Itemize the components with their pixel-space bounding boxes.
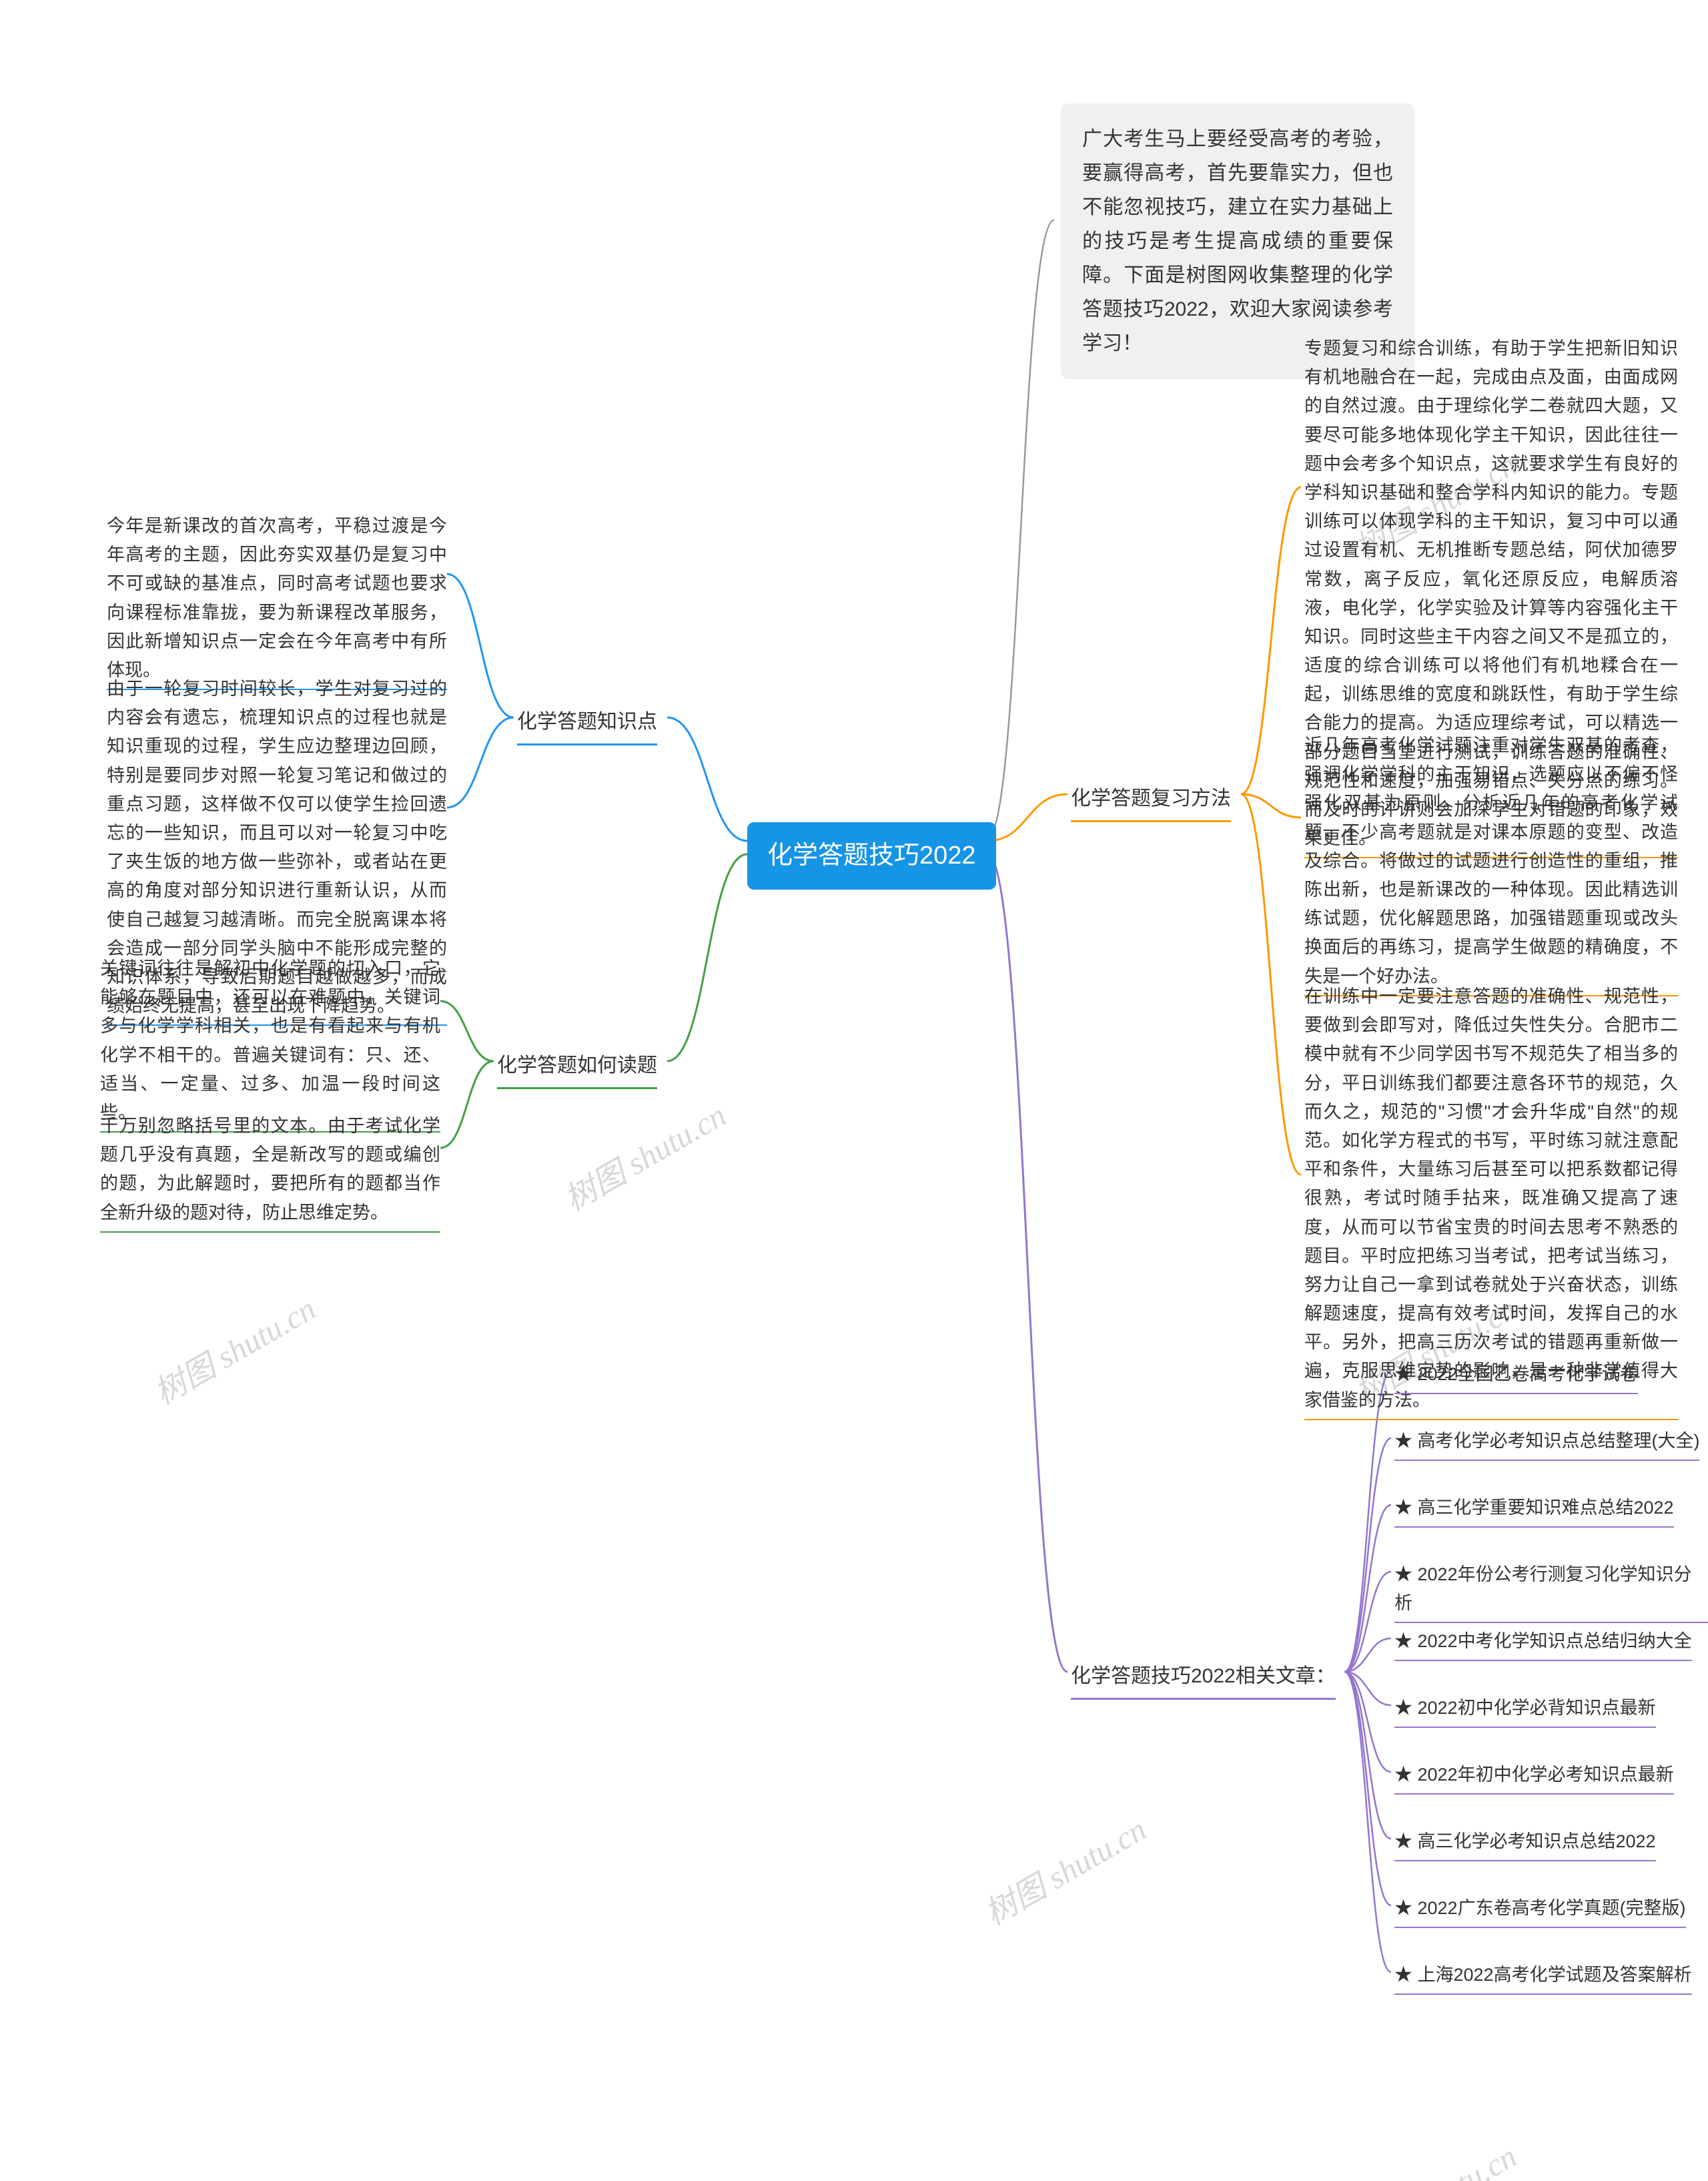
watermark: 树图 shutu.cn xyxy=(144,1283,323,1413)
link-item[interactable]: ★ 高三化学重要知识难点总结2022 xyxy=(1394,1490,1674,1528)
leaf-left-2-2: 千万别忽略括号里的文本。由于考试化学题几乎没有真题，全是新改写的题或编创的题，为… xyxy=(100,1108,440,1233)
link-item[interactable]: ★ 2022广东卷高考化学真题(完整版) xyxy=(1394,1890,1686,1928)
branch-left-1[interactable]: 化学答题知识点 xyxy=(517,701,657,745)
link-item[interactable]: ★ 2022年初中化学必考知识点最新 xyxy=(1394,1757,1674,1795)
link-item[interactable]: ★ 2022年份公考行测复习化学知识分析 xyxy=(1394,1556,1708,1623)
mindmap-canvas: 树图 shutu.cn 树图 shutu.cn 树图 shutu.cn 树图 s… xyxy=(0,0,1708,2181)
leaf-left-1-1: 今年是新课改的首次高考，平稳过渡是今年高考的主题，因此夯实双基仍是复习中不可或缺… xyxy=(107,508,447,690)
link-item[interactable]: ★ 2022初中化学必背知识点最新 xyxy=(1394,1690,1656,1728)
leaf-right-1-3: 在训练中一定要注意答题的准确性、规范性，要做到会即写对，降低过失性失分。合肥市二… xyxy=(1304,978,1678,1420)
center-node[interactable]: 化学答题技巧2022 xyxy=(747,822,996,890)
watermark: 树图 shutu.cn xyxy=(554,1089,733,1219)
watermark: 树图 shutu.cn xyxy=(1345,2130,1524,2181)
leaf-left-2-1: 关键词往往是解初中化学题的切入口，它能够在题目中，还可以在难题中。关键词多与化学… xyxy=(100,950,440,1133)
leaf-right-1-2: 近几年高考化学试题注重对学生双基的考查，强调化学学科的主干知识，选题应以不偏不怪… xyxy=(1304,727,1678,996)
link-item[interactable]: ★ 高考化学必考知识点总结整理(大全) xyxy=(1394,1423,1699,1461)
watermark: 树图 shutu.cn xyxy=(975,1803,1154,1933)
link-item[interactable]: ★ 2022中考化学知识点总结归纳大全 xyxy=(1394,1623,1692,1661)
branch-right-1[interactable]: 化学答题复习方法 xyxy=(1071,777,1231,822)
branch-right-2[interactable]: 化学答题技巧2022相关文章： xyxy=(1071,1655,1336,1700)
link-item[interactable]: ★ 2022全国乙卷高考化学试卷 xyxy=(1394,1356,1638,1394)
link-item[interactable]: ★ 高三化学必考知识点总结2022 xyxy=(1394,1823,1656,1861)
link-item[interactable]: ★ 上海2022高考化学试题及答案解析 xyxy=(1394,1957,1692,1995)
branch-left-2[interactable]: 化学答题如何读题 xyxy=(497,1044,657,1089)
